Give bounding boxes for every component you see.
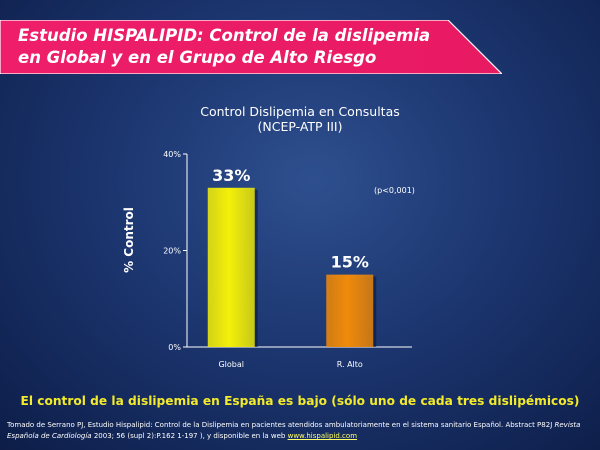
title-banner [0, 20, 502, 74]
footnote-citation: Tomado de Serrano PJ, Estudio Hispalipid… [7, 421, 553, 429]
chart-title-line-2: (NCEP-ATP III) [257, 119, 343, 134]
data-label: 33% [212, 166, 250, 185]
x-tick-label: R. Alto [337, 360, 363, 369]
y-tick-label: 40% [163, 150, 181, 159]
y-tick-label: 0% [168, 343, 181, 352]
title-line-2: en Global y en el Grupo de Alto Riesgo [18, 48, 377, 67]
chart-title-line-1: Control Dislipemia en Consultas [200, 104, 400, 119]
y-tick-label: 20% [163, 247, 181, 256]
x-tick-label: Global [218, 360, 244, 369]
conclusion-text: El control de la dislipemia en España es… [20, 394, 580, 408]
p-value-annotation: (p<0,001) [374, 186, 415, 195]
source-footnote: Tomado de Serrano PJ, Estudio Hispalipid… [7, 420, 597, 442]
footnote-details: 2003; 56 (supl 2):P.162 1-197 ), y dispo… [93, 432, 286, 440]
data-label: 15% [331, 253, 369, 272]
website-link[interactable]: www.hispalipid.com [287, 432, 358, 440]
bar-global [207, 187, 255, 347]
page-title: Estudio HISPALIPID: Control de la dislip… [18, 25, 488, 69]
footnote-journal: Revista Española de Cardiología [7, 421, 581, 440]
title-line-1: Estudio HISPALIPID: Control de la dislip… [18, 26, 431, 45]
bar-r-alto [326, 274, 374, 347]
